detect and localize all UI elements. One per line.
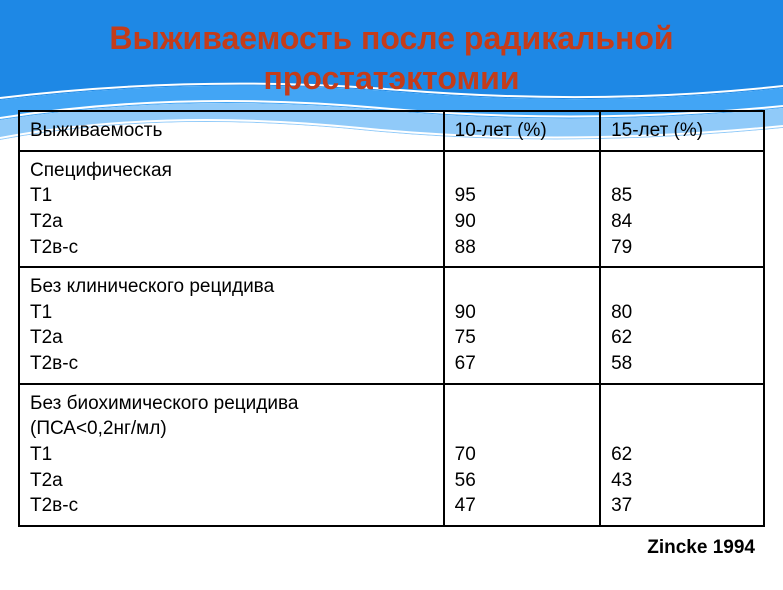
cell-line: Без клинического рецидива bbox=[30, 274, 433, 300]
row-10yr: 959088 bbox=[444, 151, 600, 268]
citation: Zincke 1994 bbox=[0, 527, 783, 559]
cell-line: (ПСА<0,2нг/мл) bbox=[30, 416, 433, 442]
row-10yr: 705647 bbox=[444, 384, 600, 526]
row-label: СпецифическаяТ1Т2аТ2в-с bbox=[19, 151, 444, 268]
cell-line: Т2в-с bbox=[30, 351, 433, 377]
row-15yr: 624337 bbox=[600, 384, 764, 526]
cell-line: 79 bbox=[611, 235, 753, 261]
cell-line: 62 bbox=[611, 442, 753, 468]
col-header-15yr: 15-лет (%) bbox=[600, 111, 764, 151]
title-line-2: простатэктомии bbox=[263, 60, 519, 96]
cell-line: 47 bbox=[455, 493, 589, 519]
cell-line bbox=[455, 274, 589, 300]
cell-line: 95 bbox=[455, 183, 589, 209]
col-header-survival: Выживаемость bbox=[19, 111, 444, 151]
table-header-row: Выживаемость 10-лет (%) 15-лет (%) bbox=[19, 111, 764, 151]
row-label: Без биохимического рецидива(ПСА<0,2нг/мл… bbox=[19, 384, 444, 526]
cell-line: 88 bbox=[455, 235, 589, 261]
cell-line: Т2а bbox=[30, 209, 433, 235]
cell-line: Т2а bbox=[30, 468, 433, 494]
row-10yr: 907567 bbox=[444, 267, 600, 384]
cell-line: 70 bbox=[455, 442, 589, 468]
cell-line bbox=[455, 391, 589, 417]
cell-line bbox=[611, 158, 753, 184]
row-label: Без клинического рецидиваТ1Т2аТ2в-с bbox=[19, 267, 444, 384]
cell-line: 67 bbox=[455, 351, 589, 377]
table-row: Без клинического рецидиваТ1Т2аТ2в-с 9075… bbox=[19, 267, 764, 384]
cell-line: 43 bbox=[611, 468, 753, 494]
cell-line: 90 bbox=[455, 209, 589, 235]
cell-line: 85 bbox=[611, 183, 753, 209]
cell-line: 75 bbox=[455, 325, 589, 351]
row-15yr: 858479 bbox=[600, 151, 764, 268]
table-row: Без биохимического рецидива(ПСА<0,2нг/мл… bbox=[19, 384, 764, 526]
slide-title: Выживаемость после радикальной простатэк… bbox=[0, 0, 783, 110]
cell-line: 84 bbox=[611, 209, 753, 235]
cell-line: Т1 bbox=[30, 300, 433, 326]
cell-line: 56 bbox=[455, 468, 589, 494]
cell-line bbox=[611, 391, 753, 417]
survival-table-wrap: Выживаемость 10-лет (%) 15-лет (%) Специ… bbox=[0, 110, 783, 527]
cell-line bbox=[611, 274, 753, 300]
cell-line: Специфическая bbox=[30, 158, 433, 184]
cell-line: 62 bbox=[611, 325, 753, 351]
cell-line: 37 bbox=[611, 493, 753, 519]
cell-line bbox=[455, 158, 589, 184]
cell-line bbox=[455, 416, 589, 442]
table-row: СпецифическаяТ1Т2аТ2в-с 959088 858479 bbox=[19, 151, 764, 268]
survival-table: Выживаемость 10-лет (%) 15-лет (%) Специ… bbox=[18, 110, 765, 527]
col-header-10yr: 10-лет (%) bbox=[444, 111, 600, 151]
cell-line: 58 bbox=[611, 351, 753, 377]
cell-line: Т2в-с bbox=[30, 493, 433, 519]
cell-line: Т2в-с bbox=[30, 235, 433, 261]
cell-line: Т1 bbox=[30, 442, 433, 468]
cell-line: Без биохимического рецидива bbox=[30, 391, 433, 417]
cell-line: 80 bbox=[611, 300, 753, 326]
cell-line: Т1 bbox=[30, 183, 433, 209]
cell-line: Т2а bbox=[30, 325, 433, 351]
cell-line: 90 bbox=[455, 300, 589, 326]
title-line-1: Выживаемость после радикальной bbox=[109, 20, 673, 56]
cell-line bbox=[611, 416, 753, 442]
row-15yr: 806258 bbox=[600, 267, 764, 384]
